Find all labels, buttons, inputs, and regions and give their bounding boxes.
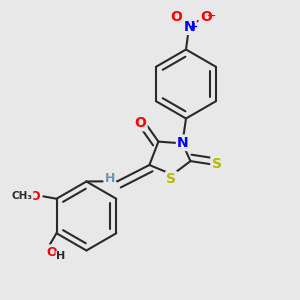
Text: N: N xyxy=(177,136,189,150)
Text: O: O xyxy=(134,116,146,130)
Text: N: N xyxy=(184,20,195,34)
Text: +: + xyxy=(190,22,199,32)
Text: −: − xyxy=(207,11,217,21)
Text: O: O xyxy=(200,10,212,24)
Text: CH₃: CH₃ xyxy=(12,191,33,201)
Text: H: H xyxy=(56,251,65,261)
Text: S: S xyxy=(166,172,176,186)
Text: H: H xyxy=(105,172,115,185)
Text: O: O xyxy=(46,246,57,259)
Text: O: O xyxy=(30,190,40,203)
Text: S: S xyxy=(212,157,222,171)
Text: O: O xyxy=(170,10,182,24)
